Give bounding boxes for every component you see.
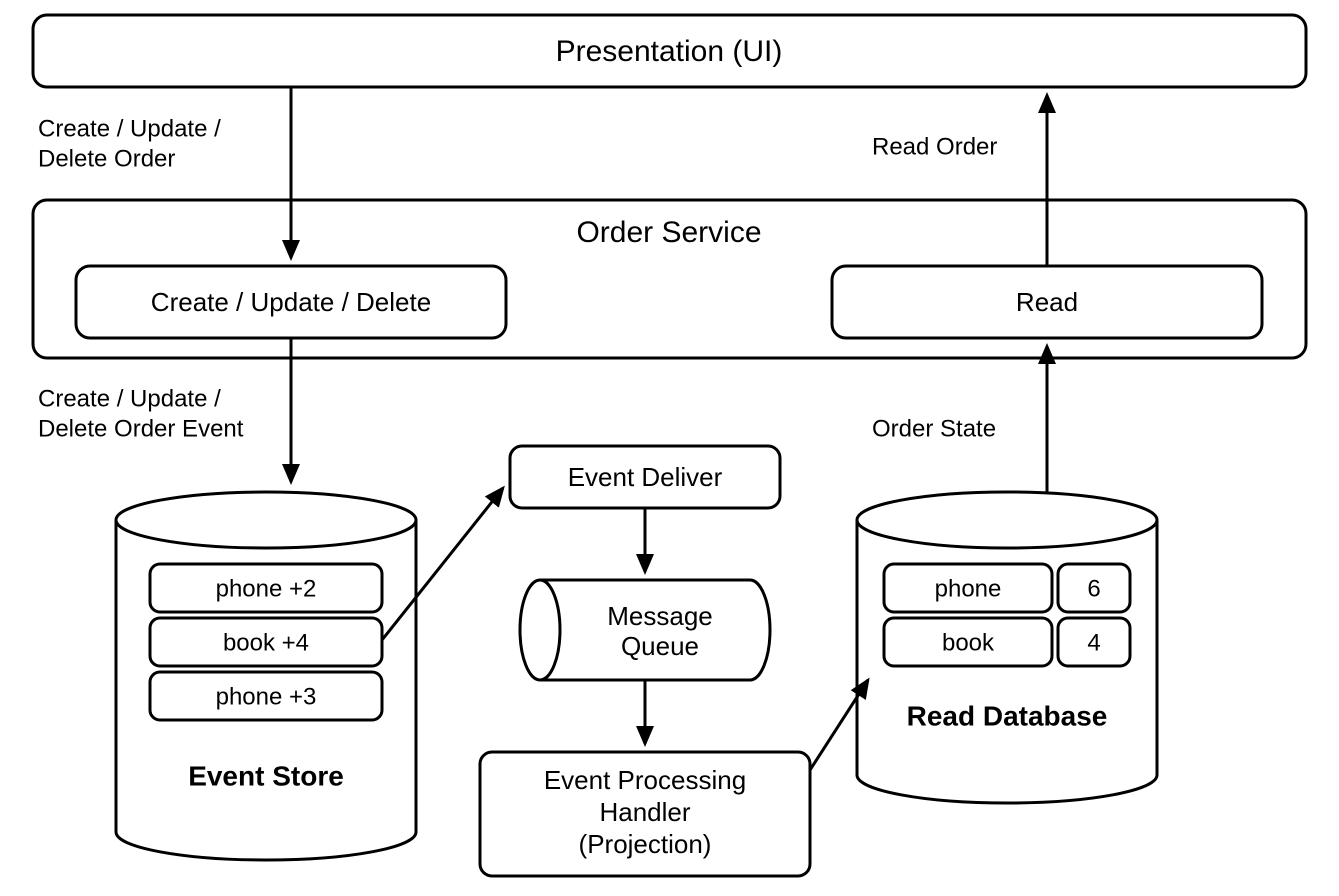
message-queue-label-1: Message [607, 601, 713, 631]
read-db-row-0-val: 6 [1087, 575, 1100, 602]
read-db-row-1-key: book [942, 629, 995, 656]
event-handler-label-1: Event Processing [544, 765, 746, 795]
event-deliver-label: Event Deliver [568, 462, 723, 492]
read-db: phone 6 book 4 [857, 492, 1157, 803]
arrow-cud-order-label-1: Create / Update / [38, 115, 221, 142]
message-queue-label-2: Queue [621, 631, 699, 661]
event-store-title: Event Store [188, 760, 344, 791]
arrow-read-order-label: Read Order [872, 133, 997, 160]
read-db-row-1-val: 4 [1087, 629, 1100, 656]
arrow-cud-event-label-2: Delete Order Event [38, 415, 244, 442]
arrow-cud-order-label-2: Delete Order [38, 145, 175, 172]
presentation-label: Presentation (UI) [556, 35, 783, 68]
cud-label: Create / Update / Delete [151, 287, 431, 317]
event-store-row-2: phone +3 [216, 683, 317, 710]
read-db-title: Read Database [907, 700, 1108, 731]
event-store-row-0: phone +2 [216, 575, 317, 602]
read-db-row-0-key: phone [935, 575, 1002, 602]
read-label: Read [1016, 287, 1078, 317]
event-store-db: phone +2 book +4 phone +3 [116, 492, 416, 860]
event-handler-label-2: Handler [599, 797, 690, 827]
event-store-row-1: book +4 [223, 629, 309, 656]
arrow-cud-event-label-1: Create / Update / [38, 385, 221, 412]
event-handler-label-3: (Projection) [579, 829, 712, 859]
order-service-label: Order Service [576, 216, 761, 249]
arrow-order-state-label: Order State [872, 415, 996, 442]
